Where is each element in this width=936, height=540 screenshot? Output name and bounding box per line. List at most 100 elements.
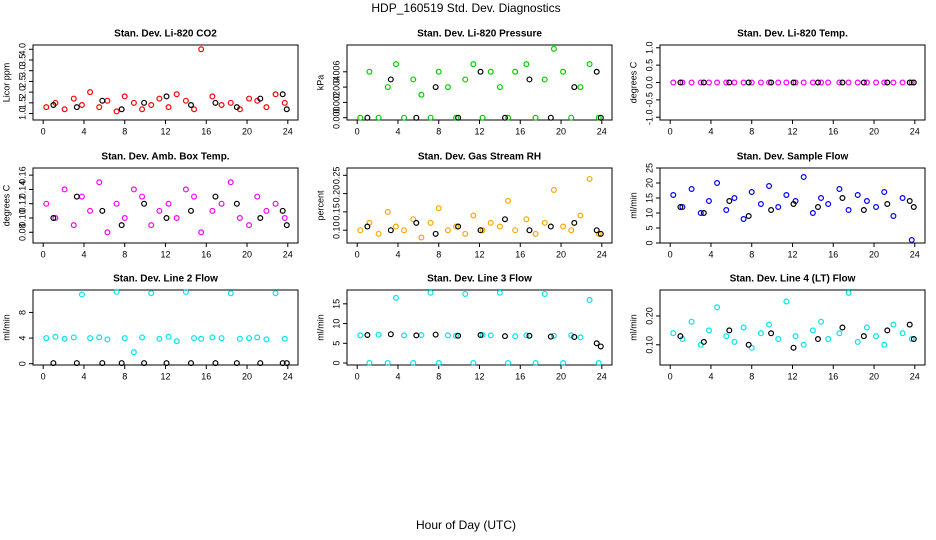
panel-title: Stan. Dev. Li-820 CO2 bbox=[114, 29, 217, 40]
data-point bbox=[890, 213, 897, 220]
data-point bbox=[43, 200, 50, 207]
data-point bbox=[523, 216, 530, 223]
data-point bbox=[881, 189, 888, 196]
y-tick-label: 10 bbox=[331, 319, 341, 329]
data-point bbox=[873, 333, 880, 340]
data-point bbox=[505, 197, 512, 204]
data-point bbox=[501, 333, 508, 340]
x-tick-label: 20 bbox=[869, 126, 879, 136]
data-point bbox=[418, 91, 425, 98]
data-point bbox=[148, 101, 155, 108]
y-tick-label: 4.0 bbox=[17, 43, 27, 56]
y-tick-label: 15 bbox=[331, 299, 341, 309]
data-point bbox=[790, 201, 797, 208]
y-axis-label: kPa bbox=[315, 75, 325, 91]
x-tick-label: 16 bbox=[828, 371, 838, 381]
data-point bbox=[854, 192, 861, 199]
data-point bbox=[818, 79, 825, 86]
data-point bbox=[688, 318, 695, 325]
x-tick-label: 4 bbox=[395, 371, 400, 381]
data-point bbox=[496, 223, 503, 230]
data-point bbox=[218, 101, 225, 108]
data-point bbox=[191, 193, 198, 200]
data-point bbox=[800, 341, 807, 348]
data-point bbox=[748, 189, 755, 196]
data-point bbox=[410, 76, 417, 83]
data-point bbox=[413, 114, 420, 121]
x-tick-label: 0 bbox=[355, 126, 360, 136]
x-tick-label: 24 bbox=[910, 126, 920, 136]
data-point bbox=[577, 334, 584, 341]
data-point bbox=[73, 104, 80, 111]
x-tick-label: 16 bbox=[828, 126, 838, 136]
data-point bbox=[141, 99, 148, 106]
x-tick-label: 4 bbox=[395, 249, 400, 259]
data-point bbox=[61, 186, 68, 193]
data-point bbox=[908, 79, 915, 86]
data-point bbox=[444, 332, 451, 339]
data-point bbox=[906, 321, 913, 328]
data-point bbox=[860, 333, 867, 340]
data-point bbox=[212, 360, 219, 367]
data-point bbox=[906, 79, 913, 86]
y-tick-label: 5 bbox=[644, 225, 654, 230]
data-point bbox=[479, 332, 486, 339]
data-point bbox=[800, 174, 807, 181]
data-point bbox=[541, 76, 548, 83]
x-tick-label: 4 bbox=[395, 126, 400, 136]
data-point bbox=[96, 179, 103, 186]
y-tick-label: 0.20 bbox=[331, 185, 341, 203]
data-point bbox=[670, 79, 677, 86]
data-point bbox=[899, 195, 906, 202]
data-point bbox=[283, 222, 290, 229]
y-axis-label: degrees C bbox=[1, 184, 11, 226]
x-tick-label: 20 bbox=[242, 249, 252, 259]
data-point bbox=[99, 360, 106, 367]
x-tick-label: 0 bbox=[41, 371, 46, 381]
x-tick-label: 20 bbox=[556, 249, 566, 259]
data-point bbox=[809, 79, 816, 86]
data-point bbox=[593, 227, 600, 234]
y-tick-label: 0.002 bbox=[331, 91, 341, 114]
data-point bbox=[283, 360, 290, 367]
data-point bbox=[845, 289, 852, 296]
data-point bbox=[455, 223, 462, 230]
data-point bbox=[279, 360, 286, 367]
data-point bbox=[723, 207, 730, 214]
data-point bbox=[731, 79, 738, 86]
data-point bbox=[512, 333, 519, 340]
x-tick-label: 24 bbox=[597, 249, 607, 259]
data-point bbox=[487, 219, 494, 226]
data-point bbox=[679, 204, 686, 211]
data-point bbox=[366, 360, 373, 367]
data-point bbox=[731, 338, 738, 345]
x-tick-label: 16 bbox=[201, 371, 211, 381]
data-point bbox=[571, 84, 578, 91]
panel-title: Stan. Dev. Line 2 Flow bbox=[113, 274, 218, 285]
plot-frame bbox=[32, 44, 299, 121]
data-point bbox=[209, 93, 216, 100]
data-point bbox=[401, 227, 408, 234]
y-axis-label: ml/min bbox=[628, 192, 638, 219]
y-axis-label: degrees C bbox=[628, 61, 638, 103]
x-tick-label: 24 bbox=[283, 249, 293, 259]
data-point bbox=[768, 330, 775, 337]
data-point bbox=[173, 215, 180, 222]
data-point bbox=[118, 360, 125, 367]
y-tick-label: -0.5 bbox=[644, 92, 654, 108]
data-point bbox=[845, 207, 852, 214]
data-point bbox=[792, 79, 799, 86]
data-point bbox=[839, 79, 846, 86]
data-point bbox=[227, 290, 234, 297]
y-tick-label: 0.10 bbox=[331, 221, 341, 239]
data-point bbox=[836, 330, 843, 337]
data-point bbox=[227, 179, 234, 186]
data-point bbox=[410, 216, 417, 223]
data-point bbox=[254, 193, 261, 200]
data-point bbox=[757, 330, 764, 337]
data-point bbox=[70, 222, 77, 229]
data-point bbox=[714, 304, 721, 311]
data-point bbox=[740, 79, 747, 86]
y-tick-label: 0.10 bbox=[17, 209, 27, 227]
